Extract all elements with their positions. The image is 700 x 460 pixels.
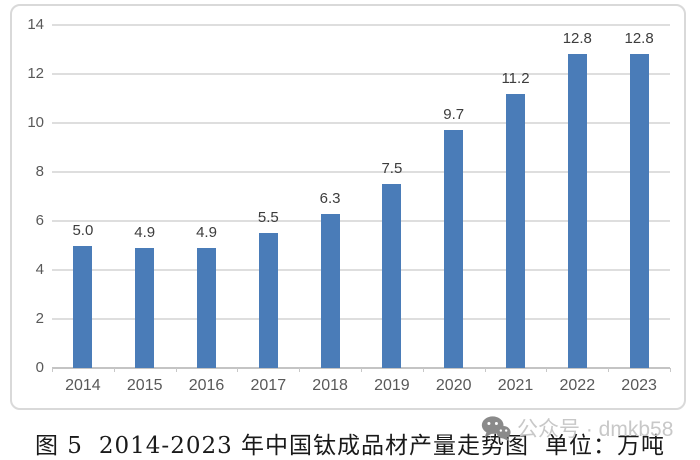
x-axis-tick [113,368,115,372]
x-tick-label: 2016 [188,377,225,394]
x-tick-label: 2018 [312,377,348,394]
gridline [52,122,670,124]
x-axis-tick [484,368,486,372]
bar-2021 [506,93,525,368]
wechat-icon [481,415,511,441]
figure-caption: 图 5 2014-2023 年中国钛成品材产量走势图 单位：万吨 [0,426,700,460]
watermark-text: 公众号 · dmkb58 [517,418,674,441]
x-tick-label: 2023 [621,377,657,394]
bar-value-label: 5.5 [257,209,279,227]
x-axis-tick [608,368,610,372]
gridline [52,269,670,271]
bar-value-label: 9.7 [443,106,465,124]
bar-value-label: 12.8 [562,30,592,48]
y-tick-label: 14 [27,16,44,33]
x-axis-tick [670,368,671,372]
gridline [52,171,670,173]
bar-2014 [73,245,93,368]
gridline [52,73,670,75]
bar-2023 [629,54,649,368]
x-axis-tick [422,368,424,372]
x-tick-label: 2017 [250,377,287,394]
bar-2016 [197,247,216,368]
bar-2019 [382,184,402,368]
bar-2017 [258,233,278,368]
watermark: 公众号 · dmkb58 [481,413,673,443]
x-tick-label: 2020 [435,377,472,394]
caption-unit: 单位：万吨 [545,433,666,459]
bar-value-label: 6.3 [319,189,341,207]
bar-2018 [320,213,340,368]
x-axis-tick [52,368,53,372]
x-axis-tick [175,368,177,372]
x-axis-tick [237,368,239,372]
x-tick-label: 2019 [374,377,410,394]
y-tick-label: 8 [35,163,44,180]
y-tick-label: 6 [35,212,44,229]
bar-value-label: 12.8 [624,30,654,48]
bar-value-label: 4.9 [196,223,217,241]
bar-2015 [135,247,155,368]
y-tick-label: 4 [35,261,44,278]
bar-2022 [567,54,587,368]
gridline [52,220,670,222]
x-tick-label: 2021 [497,377,534,394]
bar-value-label: 11.2 [501,69,530,87]
x-axis-tick [299,368,301,372]
caption-title: 2014-2023 年中国钛成品材产量走势图 [98,433,530,459]
bar-value-label: 5.0 [72,221,94,239]
y-tick-label: 2 [35,310,44,327]
gridline [52,24,670,26]
x-tick-label: 2015 [126,377,163,394]
x-tick-label: 2022 [559,377,596,394]
bar-value-label: 7.5 [381,160,403,178]
bar-value-label: 4.9 [134,223,156,241]
figure-label: 图 5 [34,433,83,459]
gridline [52,318,670,320]
y-tick-label: 10 [27,114,44,131]
x-axis-tick [361,368,362,372]
x-axis-tick [546,368,548,372]
bar-2020 [444,130,464,368]
x-tick-label: 2014 [65,377,101,394]
y-tick-label: 12 [27,65,44,82]
y-tick-label: 0 [35,359,44,376]
